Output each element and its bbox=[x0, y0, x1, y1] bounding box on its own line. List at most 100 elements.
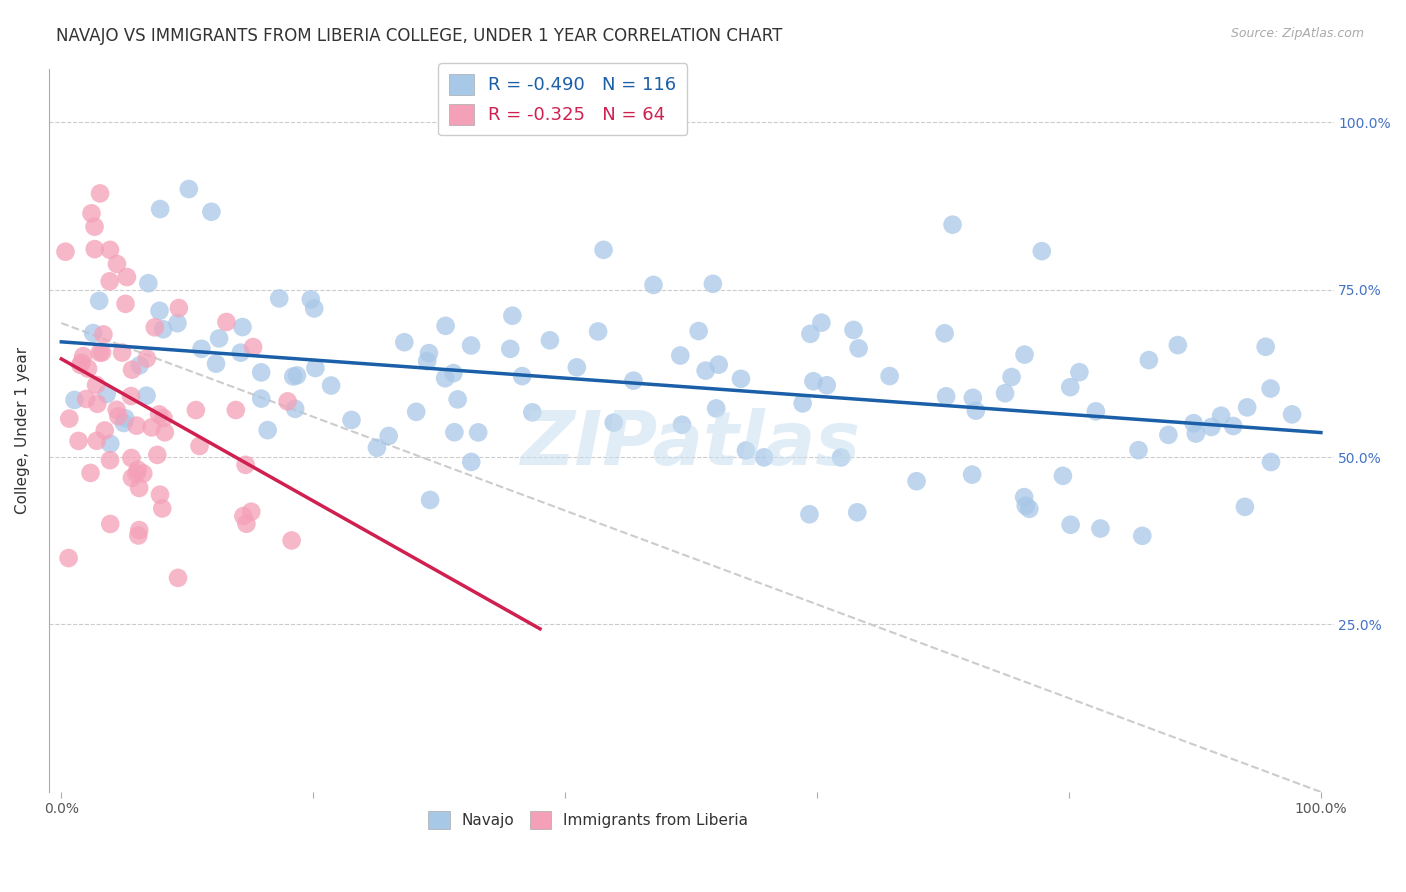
Point bbox=[1018, 501, 1040, 516]
Point bbox=[148, 303, 170, 318]
Point bbox=[184, 403, 207, 417]
Point bbox=[80, 206, 103, 220]
Point bbox=[235, 458, 257, 472]
Point bbox=[188, 439, 211, 453]
Point bbox=[89, 186, 111, 201]
Point bbox=[830, 450, 852, 465]
Point bbox=[135, 389, 157, 403]
Point bbox=[72, 349, 94, 363]
Point bbox=[443, 366, 465, 380]
Point bbox=[467, 425, 489, 440]
Point bbox=[1012, 490, 1035, 504]
Point bbox=[105, 257, 128, 271]
Point bbox=[190, 342, 212, 356]
Point bbox=[152, 322, 174, 336]
Point bbox=[115, 270, 138, 285]
Point bbox=[671, 417, 693, 432]
Point bbox=[803, 374, 825, 388]
Point bbox=[1236, 401, 1258, 415]
Point bbox=[120, 389, 142, 403]
Point bbox=[269, 292, 291, 306]
Point bbox=[75, 392, 97, 406]
Point bbox=[166, 316, 188, 330]
Point bbox=[1084, 404, 1107, 418]
Point bbox=[153, 425, 176, 440]
Point bbox=[704, 401, 727, 416]
Point bbox=[1167, 338, 1189, 352]
Point bbox=[1069, 365, 1091, 379]
Point bbox=[250, 392, 273, 406]
Point bbox=[89, 293, 111, 308]
Point bbox=[135, 351, 157, 366]
Point bbox=[340, 413, 363, 427]
Point bbox=[405, 405, 427, 419]
Point bbox=[150, 501, 173, 516]
Point bbox=[434, 318, 457, 333]
Point bbox=[208, 331, 231, 345]
Text: NAVAJO VS IMMIGRANTS FROM LIBERIA COLLEGE, UNDER 1 YEAR CORRELATION CHART: NAVAJO VS IMMIGRANTS FROM LIBERIA COLLEG… bbox=[56, 27, 783, 45]
Point bbox=[846, 505, 869, 519]
Point bbox=[146, 448, 169, 462]
Point bbox=[98, 436, 121, 450]
Point bbox=[107, 409, 129, 424]
Point bbox=[167, 301, 190, 315]
Point bbox=[149, 202, 172, 216]
Point bbox=[810, 316, 832, 330]
Point bbox=[1157, 428, 1180, 442]
Point bbox=[501, 309, 523, 323]
Point bbox=[935, 389, 957, 403]
Point bbox=[283, 369, 305, 384]
Point bbox=[1090, 521, 1112, 535]
Point bbox=[200, 204, 222, 219]
Point bbox=[83, 219, 105, 234]
Point bbox=[1015, 499, 1038, 513]
Point bbox=[229, 345, 252, 359]
Point bbox=[94, 424, 117, 438]
Point bbox=[994, 386, 1017, 401]
Point bbox=[304, 361, 326, 376]
Point bbox=[592, 243, 614, 257]
Point bbox=[231, 320, 253, 334]
Point bbox=[82, 326, 104, 340]
Point bbox=[177, 182, 200, 196]
Point bbox=[1222, 419, 1244, 434]
Point bbox=[79, 466, 101, 480]
Point bbox=[125, 418, 148, 433]
Point bbox=[149, 488, 172, 502]
Legend: Navajo, Immigrants from Liberia: Navajo, Immigrants from Liberia bbox=[422, 805, 755, 835]
Point bbox=[96, 387, 118, 401]
Point bbox=[1182, 416, 1205, 430]
Point bbox=[121, 471, 143, 485]
Point bbox=[98, 274, 121, 288]
Point bbox=[366, 441, 388, 455]
Point bbox=[98, 453, 121, 467]
Point bbox=[934, 326, 956, 341]
Point bbox=[565, 360, 588, 375]
Point bbox=[941, 218, 963, 232]
Point bbox=[1254, 340, 1277, 354]
Point bbox=[58, 411, 80, 425]
Point bbox=[443, 425, 465, 440]
Point bbox=[89, 345, 111, 359]
Point bbox=[1052, 468, 1074, 483]
Point bbox=[1137, 353, 1160, 368]
Point bbox=[120, 450, 142, 465]
Point bbox=[111, 345, 134, 359]
Point bbox=[522, 405, 544, 419]
Point bbox=[84, 378, 107, 392]
Point bbox=[69, 358, 91, 372]
Point bbox=[167, 571, 190, 585]
Point bbox=[1014, 348, 1036, 362]
Point bbox=[842, 323, 865, 337]
Point bbox=[127, 462, 149, 476]
Point bbox=[1260, 382, 1282, 396]
Point bbox=[98, 243, 121, 257]
Point bbox=[63, 392, 86, 407]
Point bbox=[58, 551, 80, 566]
Point bbox=[67, 434, 90, 448]
Point bbox=[125, 467, 148, 481]
Point bbox=[280, 533, 302, 548]
Point bbox=[98, 516, 121, 531]
Point bbox=[1000, 370, 1022, 384]
Point bbox=[799, 326, 821, 341]
